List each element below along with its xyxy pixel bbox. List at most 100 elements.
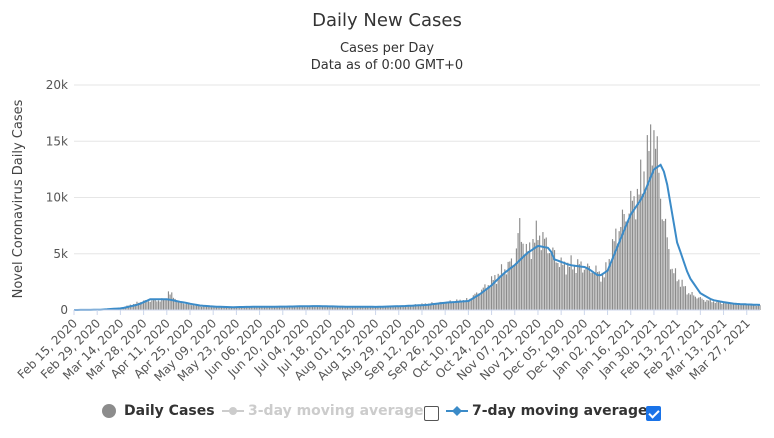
daily-bar [205, 305, 208, 310]
daily-bar [655, 148, 657, 310]
daily-bar [522, 243, 524, 310]
daily-bar [580, 261, 582, 310]
daily-bar [408, 305, 410, 310]
daily-bar [312, 306, 314, 310]
daily-bar [179, 301, 181, 310]
daily-bar [393, 306, 395, 310]
daily-bar [235, 307, 237, 310]
legend-item-daily-cases[interactable]: Daily Cases [100, 402, 215, 420]
daily-bar [666, 237, 668, 310]
daily-bar [656, 136, 658, 310]
daily-bar [648, 151, 650, 310]
daily-bar [481, 289, 483, 310]
daily-bar [590, 272, 592, 310]
daily-bar [416, 305, 418, 310]
daily-bar [741, 303, 743, 310]
daily-bar [494, 275, 496, 310]
daily-bar [499, 275, 501, 310]
daily-bar [154, 298, 156, 310]
daily-bar [600, 281, 602, 310]
daily-bar [693, 295, 695, 310]
daily-bar [196, 304, 198, 310]
daily-bar [373, 306, 375, 310]
daily-bar [721, 304, 723, 310]
legend: Daily Cases 3-day moving average 7-day m… [0, 398, 774, 426]
daily-bar [635, 219, 637, 310]
daily-bar [239, 307, 241, 310]
daily-bar [157, 300, 160, 310]
daily-bar [504, 269, 506, 310]
daily-bar [515, 248, 518, 310]
checkbox-7day-average[interactable] [646, 406, 661, 421]
daily-bar [313, 306, 315, 310]
daily-bar [509, 261, 511, 310]
daily-bar [341, 306, 344, 310]
daily-bar [171, 292, 173, 310]
daily-bar [525, 243, 527, 310]
daily-bar [661, 219, 663, 310]
daily-bar [234, 306, 236, 310]
daily-bar [659, 198, 662, 310]
daily-bar [399, 306, 402, 310]
daily-bar [227, 307, 229, 310]
daily-bar [706, 299, 708, 310]
daily-bar [186, 303, 188, 310]
daily-bar [141, 302, 143, 310]
daily-bar [626, 220, 629, 310]
daily-bar [268, 306, 271, 310]
daily-bar [360, 307, 362, 310]
daily-bar [611, 239, 614, 310]
daily-bar [263, 306, 266, 310]
checkbox-3day-average[interactable] [424, 406, 439, 421]
daily-bar [722, 302, 725, 310]
daily-bar [688, 293, 690, 310]
daily-bar [303, 306, 305, 310]
daily-bar [250, 306, 252, 310]
daily-bar [348, 307, 350, 310]
daily-bar [731, 304, 733, 310]
daily-bar [623, 214, 625, 310]
daily-bar [577, 259, 579, 310]
daily-bar [593, 273, 595, 310]
daily-bar [484, 284, 486, 310]
daily-bar [636, 188, 638, 310]
daily-bar [482, 287, 484, 310]
daily-bar [356, 307, 358, 310]
daily-bar [444, 303, 446, 310]
daily-bar [318, 306, 320, 310]
daily-bar [207, 306, 209, 310]
daily-bar [736, 303, 738, 310]
daily-bar [128, 305, 130, 310]
daily-bar [265, 306, 267, 310]
daily-bar [616, 243, 619, 310]
daily-bar [673, 273, 675, 310]
daily-bar [704, 301, 706, 310]
daily-bar [353, 307, 355, 310]
legend-item-7day-average[interactable]: 7-day moving average [446, 402, 648, 420]
daily-bar [537, 240, 539, 310]
daily-bar [694, 296, 696, 310]
daily-bar [492, 279, 494, 310]
daily-bar [497, 273, 499, 310]
daily-bar [457, 300, 460, 310]
daily-bar [383, 306, 385, 310]
daily-bar [124, 307, 126, 310]
daily-bar [320, 305, 322, 310]
y-tick-label: 10k [46, 191, 68, 205]
daily-bar [275, 305, 277, 310]
daily-bar [467, 300, 469, 310]
daily-bar [172, 297, 175, 310]
daily-bar [532, 238, 534, 310]
daily-bar [310, 305, 312, 310]
daily-bar [338, 306, 340, 310]
daily-bar [270, 307, 272, 310]
daily-bar [560, 257, 562, 310]
daily-bar [633, 196, 635, 310]
legend-item-3day-average[interactable]: 3-day moving average [222, 402, 424, 420]
daily-bar [638, 194, 640, 310]
daily-bar [643, 171, 645, 310]
daily-bar [295, 306, 297, 310]
daily-bar [495, 283, 498, 310]
daily-bar [471, 299, 473, 310]
daily-bar [328, 306, 330, 310]
